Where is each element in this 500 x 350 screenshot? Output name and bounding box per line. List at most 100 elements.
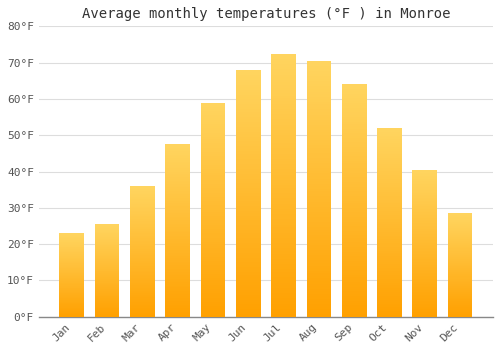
Bar (412, 246, 437, 248)
Bar (60, 315, 84, 316)
Bar (448, 250, 472, 251)
Bar (306, 174, 331, 176)
Bar (60, 304, 84, 305)
Bar (377, 258, 402, 260)
Bar (94, 265, 120, 266)
Bar (94, 305, 120, 306)
Bar (342, 168, 366, 170)
Bar (94, 234, 120, 235)
Bar (342, 217, 366, 219)
Bar (412, 268, 437, 270)
Bar (412, 302, 437, 303)
Bar (377, 283, 402, 285)
Bar (377, 247, 402, 249)
Bar (306, 273, 331, 276)
Bar (236, 228, 260, 230)
Bar (377, 128, 402, 130)
Bar (60, 261, 84, 262)
Bar (94, 276, 120, 277)
Bar (271, 306, 296, 309)
Bar (412, 311, 437, 313)
Bar (60, 251, 84, 252)
Bar (166, 215, 190, 217)
Bar (200, 231, 226, 233)
Bar (200, 152, 226, 154)
Bar (60, 289, 84, 290)
Bar (306, 130, 331, 132)
Bar (271, 159, 296, 161)
Bar (130, 207, 155, 208)
Bar (60, 266, 84, 267)
Bar (236, 129, 260, 132)
Bar (200, 276, 226, 278)
Bar (94, 232, 120, 233)
Bar (271, 246, 296, 248)
Bar (412, 296, 437, 298)
Bar (412, 217, 437, 218)
Bar (200, 265, 226, 267)
Bar (94, 238, 120, 239)
Bar (412, 315, 437, 317)
Bar (236, 260, 260, 262)
Bar (412, 173, 437, 174)
Bar (448, 265, 472, 266)
Bar (130, 216, 155, 217)
Bar (377, 275, 402, 277)
Bar (166, 289, 190, 291)
Bar (448, 230, 472, 231)
Bar (377, 187, 402, 188)
Bar (342, 112, 366, 114)
Bar (271, 204, 296, 206)
Bar (130, 279, 155, 280)
Bar (166, 160, 190, 162)
Bar (377, 215, 402, 217)
Bar (377, 254, 402, 256)
Bar (166, 267, 190, 268)
Bar (60, 302, 84, 303)
Bar (306, 278, 331, 281)
Bar (271, 206, 296, 209)
Bar (412, 233, 437, 235)
Bar (166, 182, 190, 184)
Bar (412, 273, 437, 274)
Bar (412, 182, 437, 183)
Bar (412, 262, 437, 264)
Bar (166, 312, 190, 313)
Bar (306, 215, 331, 217)
Bar (236, 171, 260, 174)
Bar (94, 295, 120, 296)
Bar (306, 248, 331, 250)
Bar (448, 274, 472, 275)
Bar (166, 313, 190, 315)
Bar (130, 256, 155, 257)
Bar (271, 143, 296, 146)
Bar (306, 253, 331, 256)
Bar (166, 287, 190, 289)
Bar (448, 232, 472, 233)
Bar (448, 309, 472, 310)
Bar (130, 261, 155, 262)
Bar (342, 91, 366, 94)
Bar (306, 284, 331, 286)
Bar (342, 177, 366, 180)
Bar (200, 210, 226, 212)
Bar (130, 315, 155, 317)
Bar (166, 286, 190, 287)
Bar (94, 284, 120, 285)
Bar (236, 75, 260, 77)
Bar (236, 211, 260, 213)
Bar (60, 234, 84, 235)
Bar (271, 117, 296, 119)
Bar (377, 141, 402, 143)
Bar (60, 309, 84, 310)
Bar (236, 216, 260, 218)
Bar (448, 228, 472, 229)
Bar (94, 263, 120, 264)
Bar (166, 155, 190, 156)
Bar (306, 158, 331, 161)
Bar (412, 212, 437, 214)
Bar (306, 301, 331, 304)
Bar (448, 281, 472, 282)
Bar (448, 218, 472, 219)
Bar (377, 285, 402, 287)
